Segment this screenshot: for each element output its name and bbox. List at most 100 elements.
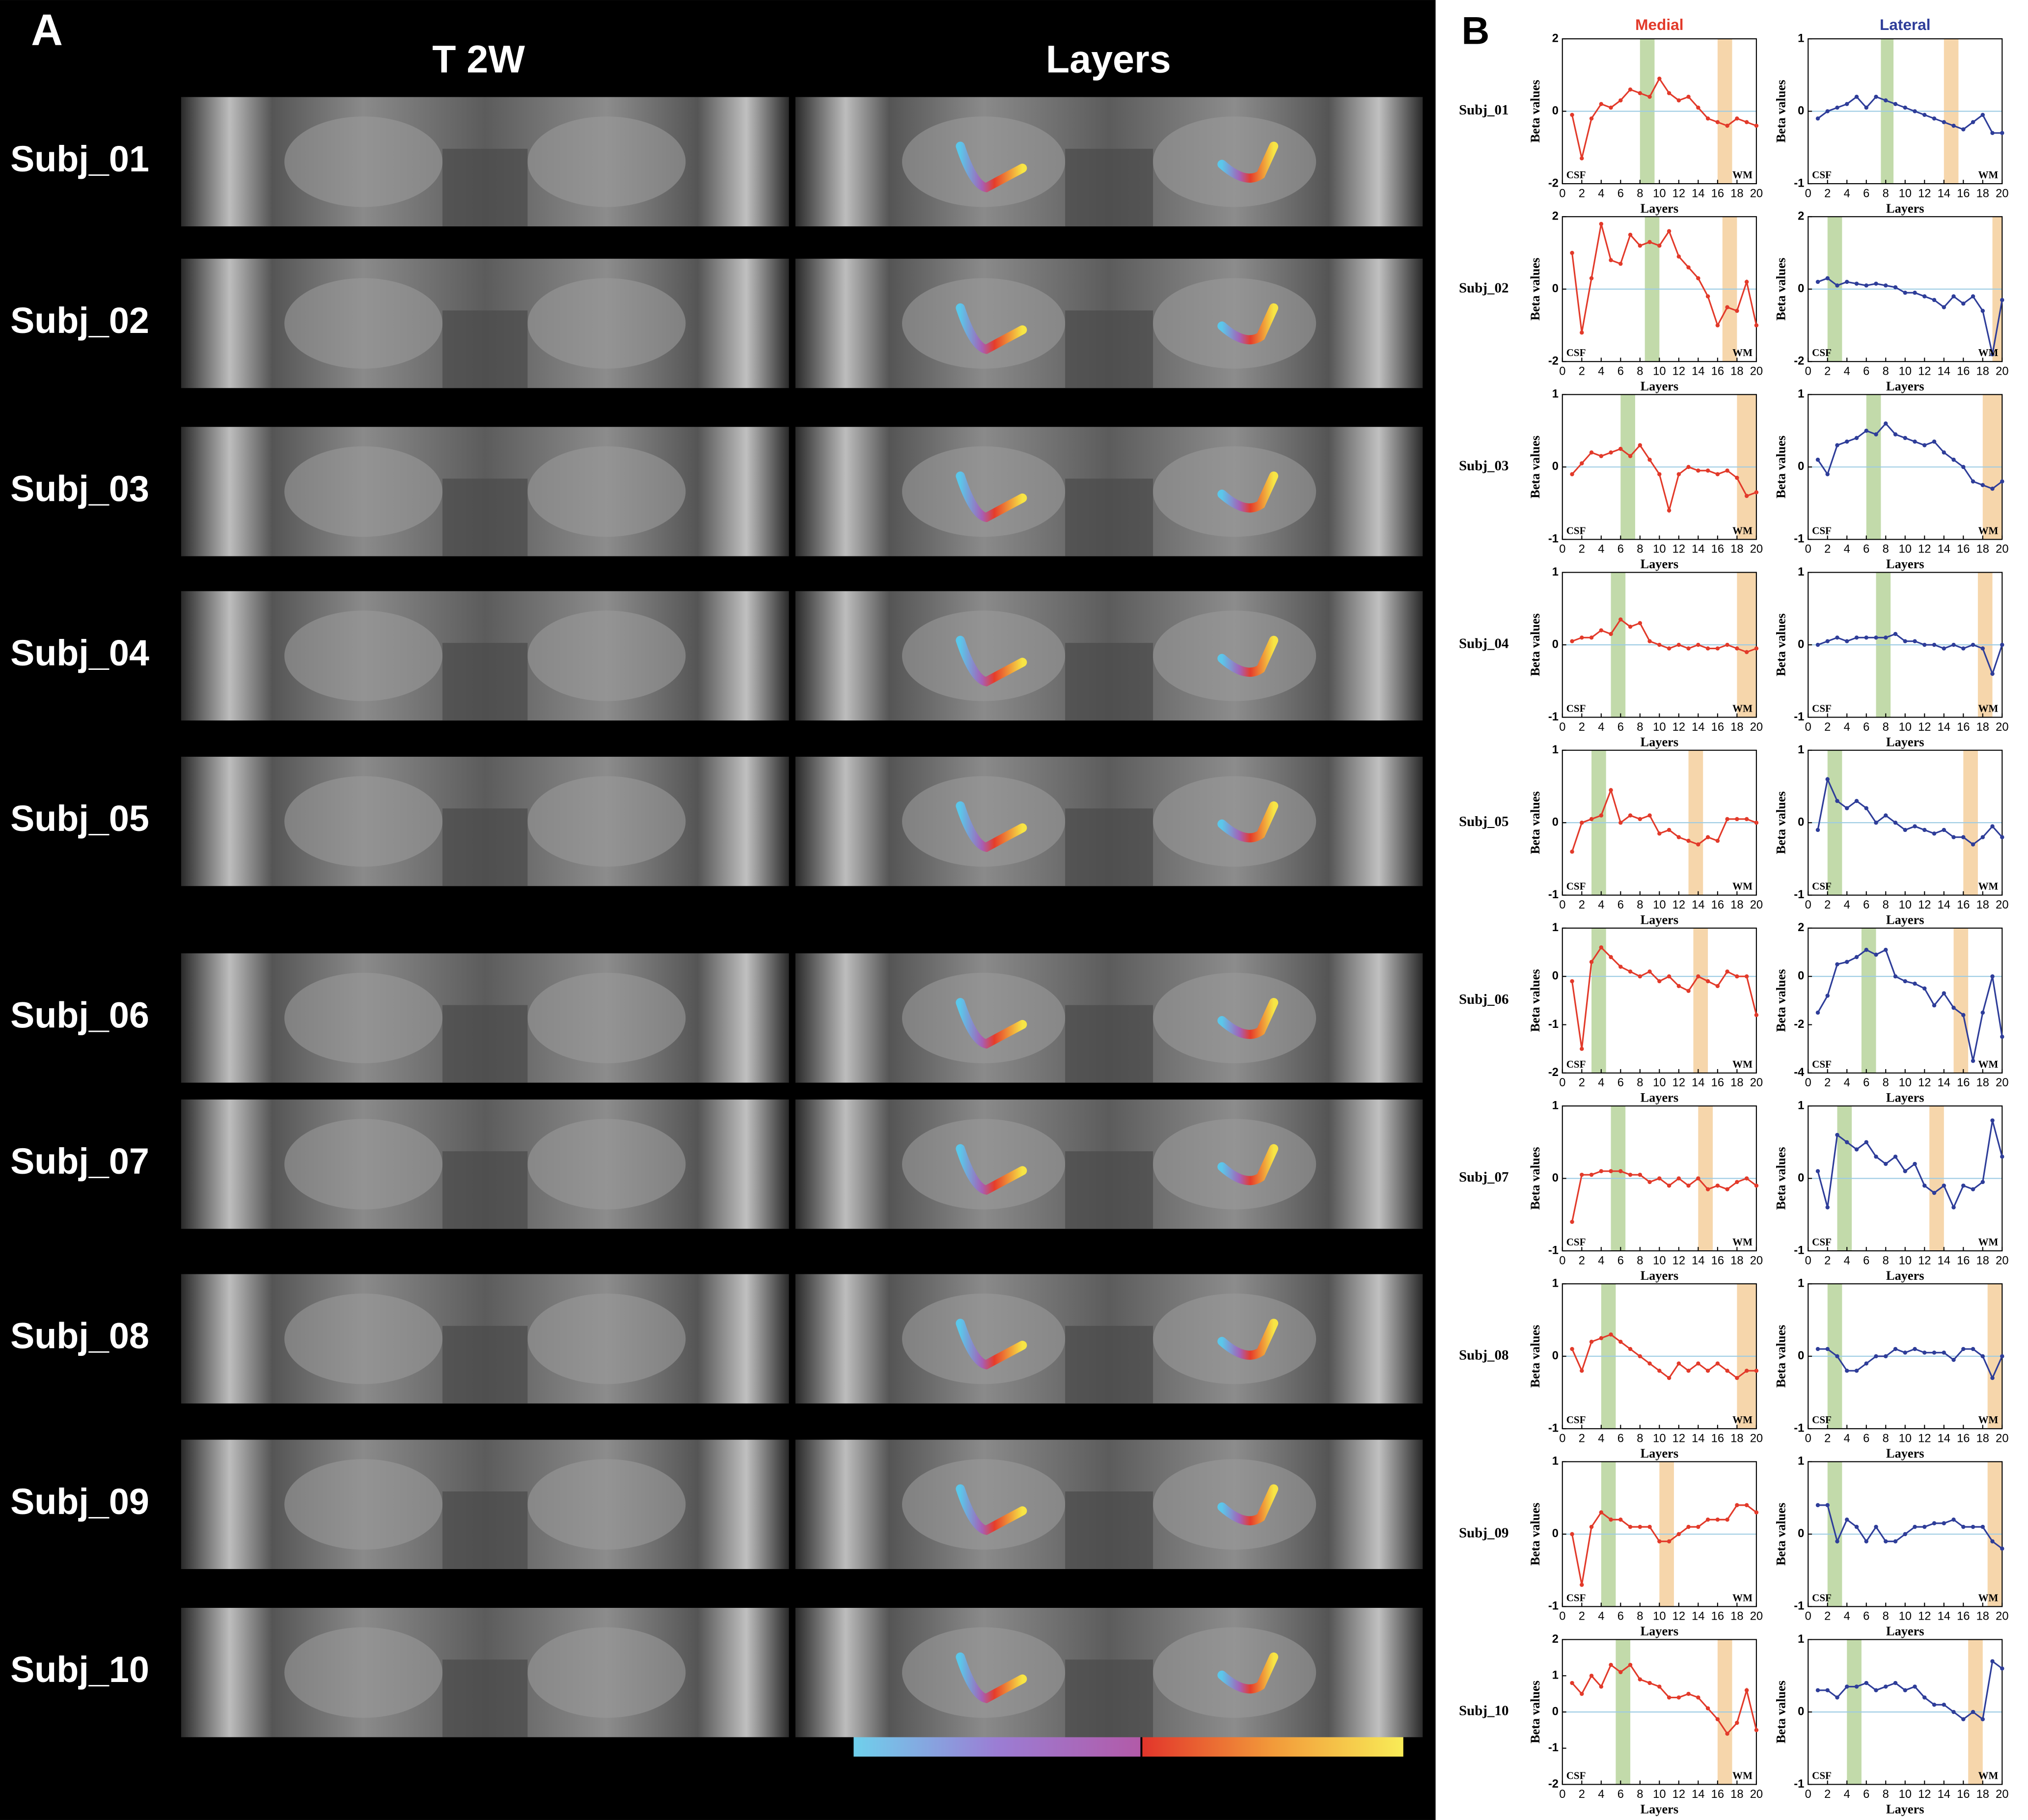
data-point <box>1686 1368 1691 1373</box>
x-tick-label: 8 <box>1637 1076 1643 1089</box>
data-point <box>1744 1176 1749 1181</box>
x-tick-label: 4 <box>1844 1610 1850 1623</box>
row-label: Subj_08 <box>10 1316 149 1356</box>
brainstem <box>442 1325 528 1404</box>
data-point <box>1599 1510 1604 1515</box>
data-point <box>1815 1010 1820 1015</box>
data-point <box>1570 250 1574 255</box>
x-tick-label: 18 <box>1730 1610 1743 1623</box>
data-point <box>1990 352 1995 357</box>
data-point <box>1657 472 1662 476</box>
x-tick-label: 16 <box>1957 1254 1970 1267</box>
data-point <box>1942 120 1946 124</box>
column-header: T 2W <box>432 37 525 81</box>
data-point <box>1589 116 1594 121</box>
data-point <box>1835 962 1839 966</box>
x-axis-label: Layers <box>1641 201 1679 216</box>
data-point <box>1599 1169 1604 1174</box>
y-tick-label: 1 <box>1798 32 1804 45</box>
x-tick-label: 18 <box>1730 1433 1743 1445</box>
layer-band <box>1953 928 1969 1073</box>
data-point <box>1971 1524 1975 1529</box>
x-tick-label: 14 <box>1938 365 1950 378</box>
data-point <box>1638 621 1643 626</box>
data-point <box>1884 1539 1888 1544</box>
x-tick-label: 18 <box>1730 543 1743 556</box>
data-point <box>1647 1681 1652 1685</box>
y-axis-label: Beta values <box>1528 1147 1542 1210</box>
data-point <box>1580 1582 1584 1587</box>
data-point <box>1618 1517 1623 1522</box>
y-tick-label: 0 <box>1552 105 1559 117</box>
y-tick-label: 0 <box>1552 460 1559 473</box>
data-point <box>1825 993 1830 998</box>
data-point <box>1735 475 1739 480</box>
brain-region <box>1153 610 1316 701</box>
x-tick-label: 2 <box>1824 187 1831 200</box>
data-point <box>1903 1351 1907 1355</box>
data-point <box>1854 94 1859 99</box>
data-point <box>1971 1059 1975 1063</box>
y-tick-label: 2 <box>1798 921 1804 934</box>
x-tick-label: 12 <box>1918 187 1931 200</box>
x-tick-label: 10 <box>1653 187 1666 200</box>
brainstem <box>442 148 528 226</box>
data-point <box>1744 494 1749 498</box>
data-point <box>1815 642 1820 647</box>
brain-region <box>527 776 686 867</box>
x-tick-label: 0 <box>1805 365 1811 378</box>
x-tick-label: 18 <box>1976 1254 1989 1267</box>
data-point <box>1657 1539 1662 1544</box>
data-point <box>1961 835 1966 839</box>
data-point <box>1825 639 1830 643</box>
x-tick-label: 6 <box>1863 1076 1869 1089</box>
data-point <box>1570 472 1574 476</box>
data-point <box>1932 642 1937 647</box>
data-point <box>1618 98 1623 103</box>
y-axis-label: Beta values <box>1774 969 1788 1032</box>
data-point <box>1744 1503 1749 1508</box>
x-tick-label: 2 <box>1579 1254 1585 1267</box>
data-line <box>1571 787 1757 852</box>
y-tick-label: -1 <box>1548 1741 1559 1754</box>
data-point <box>1754 1184 1759 1188</box>
x-tick-label: 16 <box>1711 1610 1724 1623</box>
data-point <box>1815 1347 1820 1351</box>
brain-region <box>284 116 443 207</box>
data-point <box>1686 1184 1691 1188</box>
y-tick-label: 1 <box>1798 744 1804 756</box>
data-point <box>1725 642 1729 647</box>
data-point <box>1845 806 1849 810</box>
y-tick-label: 0 <box>1798 969 1804 982</box>
data-point <box>1628 454 1633 458</box>
x-tick-label: 16 <box>1711 721 1724 734</box>
y-tick-label: 1 <box>1552 1669 1559 1682</box>
data-point <box>1942 646 1946 651</box>
data-point <box>1922 1184 1927 1188</box>
x-tick-label: 10 <box>1653 1610 1666 1623</box>
brainstem <box>1065 148 1153 226</box>
x-tick-label: 18 <box>1730 1076 1743 1089</box>
data-point <box>1864 806 1868 810</box>
data-point <box>1835 1539 1839 1544</box>
x-tick-label: 10 <box>1899 721 1912 734</box>
data-point <box>1893 1681 1898 1685</box>
data-point <box>1980 1524 1985 1529</box>
y-tick-label: 0 <box>1798 1527 1804 1540</box>
data-point <box>1638 1524 1643 1529</box>
x-tick-label: 4 <box>1844 899 1850 911</box>
x-tick-label: 6 <box>1617 543 1624 556</box>
data-point <box>1864 1361 1868 1366</box>
data-point <box>1913 1684 1917 1689</box>
data-point <box>1854 799 1859 803</box>
x-tick-label: 2 <box>1824 543 1831 556</box>
data-point <box>1754 1728 1759 1733</box>
data-point <box>1884 947 1888 952</box>
x-tick-label: 18 <box>1976 187 1989 200</box>
data-point <box>1845 1140 1849 1145</box>
y-axis-label: Beta values <box>1528 613 1542 676</box>
data-point <box>1932 1351 1937 1355</box>
data-point <box>1676 984 1681 989</box>
data-point <box>1913 639 1917 643</box>
data-point <box>1980 1180 1985 1185</box>
